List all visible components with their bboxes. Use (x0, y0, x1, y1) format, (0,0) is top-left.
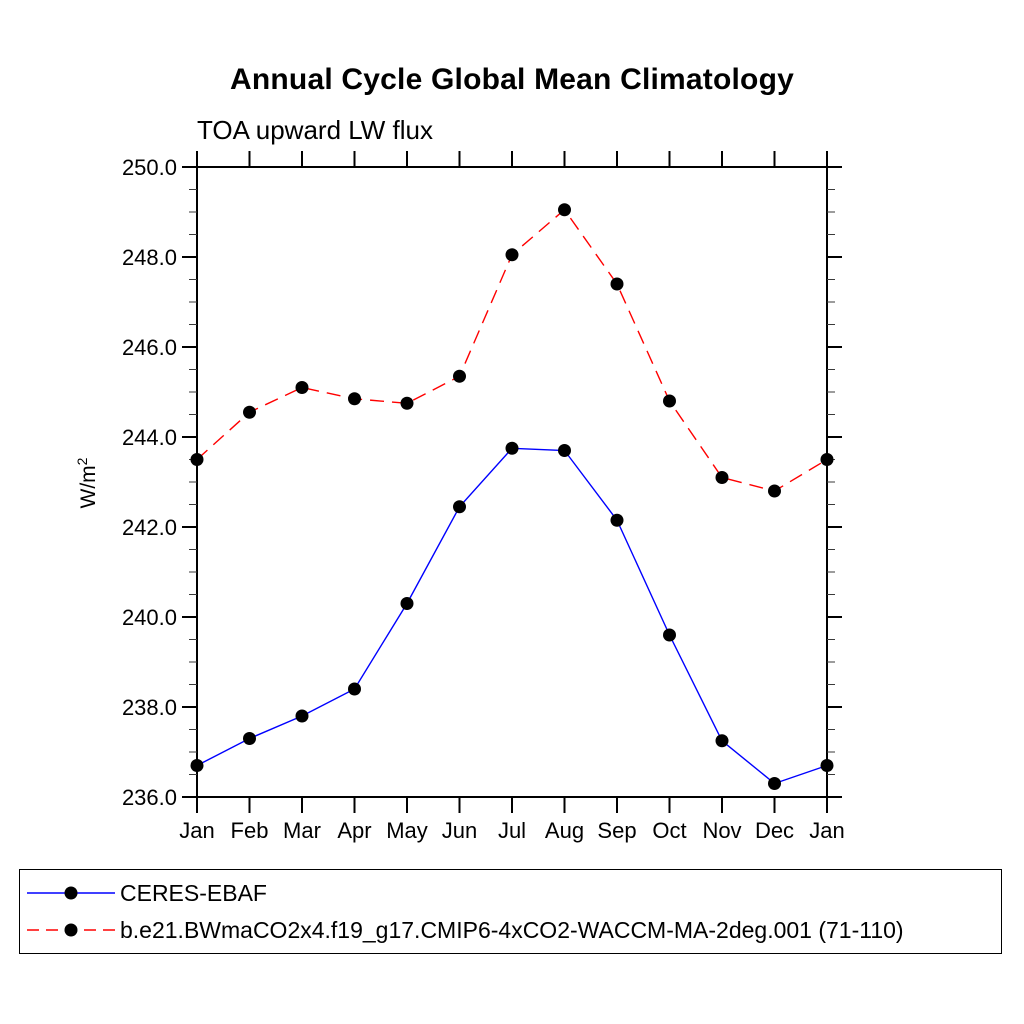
x-tick-label: Nov (702, 818, 741, 843)
data-point-marker (190, 759, 204, 772)
y-tick-label: 238.0 (122, 695, 177, 720)
data-point-marker (820, 759, 834, 772)
y-tick-label: 248.0 (122, 245, 177, 270)
legend-label: b.e21.BWmaCO2x4.f19_g17.CMIP6-4xCO2-WACC… (120, 916, 904, 943)
data-point-marker (295, 381, 309, 394)
plot-frame (196, 166, 828, 798)
data-point-marker (610, 513, 624, 527)
data-point-marker (768, 777, 781, 790)
series-line-ceres-ebaf (196, 447, 828, 785)
data-point-marker (715, 734, 729, 748)
data-point-marker (348, 392, 361, 406)
y-tick-label: 240.0 (122, 605, 177, 630)
y-tick-label: 246.0 (122, 335, 177, 360)
legend-item-ceres-ebaf: CERES-EBAF (25, 875, 1001, 912)
legend-line-sample-solid (27, 886, 115, 900)
data-point-marker (768, 484, 781, 498)
x-tick-label: Sep (597, 818, 636, 843)
legend-sample-marker (64, 923, 78, 937)
x-tick-label: Jan (179, 818, 214, 843)
x-tick-label: Aug (545, 818, 584, 843)
line-chart: 236.0 238.0 240.0 242.0 244.0 246.0 248.0 250.0… (122, 151, 845, 843)
legend-item-model-run: b.e21.BWmaCO2x4.f19_g17.CMIP6-4xCO2-WACC… (25, 912, 1001, 949)
data-point-marker (400, 396, 414, 410)
data-point-marker (663, 394, 676, 408)
data-point-marker (190, 453, 204, 466)
data-point-marker (400, 597, 414, 610)
x-tick-label: May (386, 818, 428, 843)
y-tick-label: 250.0 (122, 155, 177, 180)
y-tick-label: 236.0 (122, 785, 177, 810)
chart-title: Annual Cycle Global Mean Climatology (230, 63, 794, 96)
x-tick-label: Feb (231, 818, 269, 843)
x-tick-label: Oct (652, 818, 686, 843)
data-point-marker (558, 203, 571, 217)
data-point-marker (663, 628, 676, 642)
y-tick-label: 244.0 (122, 425, 177, 450)
x-tick-label: Dec (755, 818, 794, 843)
x-tick-label: Mar (283, 818, 321, 843)
data-point-marker (505, 248, 519, 262)
x-tick-label: Jul (498, 818, 526, 843)
chart-subtitle: TOA upward LW flux (197, 115, 434, 145)
data-point-marker (505, 441, 519, 455)
data-point-marker (243, 732, 256, 745)
data-point-marker (558, 444, 571, 457)
legend-sample-marker (64, 886, 78, 900)
data-point-marker (295, 709, 309, 723)
legend-box: CERES-EBAF b.e21.BWmaCO2x4.f19_g17.CMIP6… (19, 869, 1002, 954)
data-point-marker (348, 682, 361, 696)
x-tick-label: Apr (337, 818, 371, 843)
legend-label: CERES-EBAF (120, 879, 267, 906)
data-point-marker (243, 405, 256, 419)
y-tick-label: 242.0 (122, 515, 177, 540)
legend-line-sample-dashed (27, 923, 115, 937)
x-tick-label: Jun (442, 818, 477, 843)
data-point-marker (453, 500, 466, 514)
x-tick-label: Jan (809, 818, 844, 843)
data-point-marker (453, 369, 466, 383)
data-point-marker (715, 471, 729, 484)
data-point-marker (610, 277, 624, 291)
data-point-marker (820, 453, 834, 466)
